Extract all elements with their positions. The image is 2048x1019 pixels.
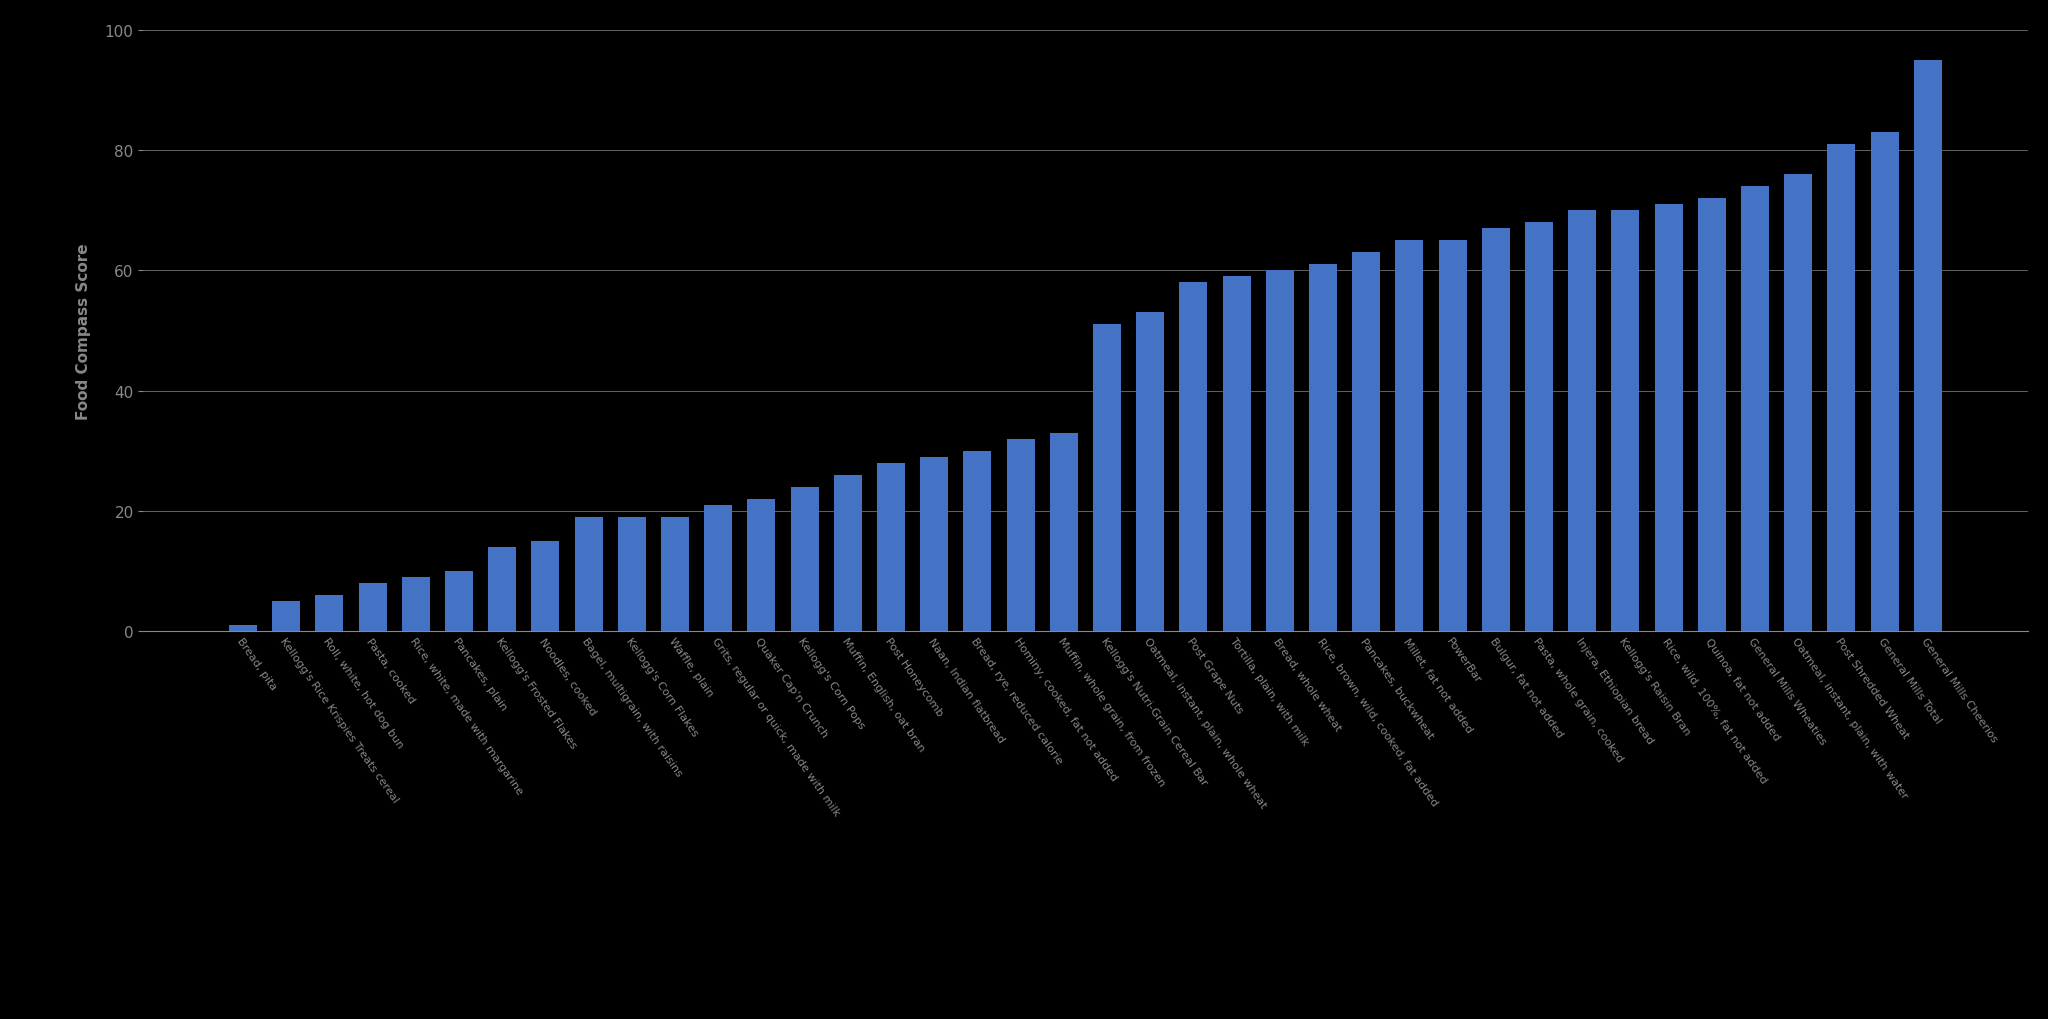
Bar: [1870, 132, 1898, 632]
Bar: [1137, 313, 1163, 632]
Bar: [487, 547, 516, 632]
Bar: [963, 451, 991, 632]
Bar: [1180, 283, 1208, 632]
Bar: [530, 542, 559, 632]
Bar: [791, 487, 819, 632]
Bar: [229, 626, 258, 632]
Bar: [315, 596, 344, 632]
Bar: [748, 499, 776, 632]
Bar: [1612, 211, 1640, 632]
Bar: [358, 584, 387, 632]
Bar: [1223, 277, 1251, 632]
Bar: [1655, 205, 1683, 632]
Bar: [1526, 223, 1552, 632]
Bar: [662, 518, 688, 632]
Bar: [1784, 175, 1812, 632]
Bar: [444, 572, 473, 632]
Bar: [401, 578, 430, 632]
Bar: [834, 476, 862, 632]
Bar: [1741, 186, 1769, 632]
Bar: [1051, 433, 1077, 632]
Bar: [1266, 271, 1294, 632]
Bar: [1395, 240, 1423, 632]
Bar: [1913, 60, 1942, 632]
Bar: [1569, 211, 1595, 632]
Bar: [1483, 229, 1509, 632]
Bar: [920, 458, 948, 632]
Bar: [1698, 199, 1726, 632]
Bar: [618, 518, 645, 632]
Y-axis label: Food Compass Score: Food Compass Score: [76, 243, 90, 420]
Bar: [705, 505, 733, 632]
Bar: [1352, 253, 1380, 632]
Bar: [1309, 265, 1337, 632]
Bar: [1094, 325, 1120, 632]
Bar: [877, 464, 905, 632]
Bar: [575, 518, 602, 632]
Bar: [1008, 439, 1034, 632]
Bar: [1827, 145, 1855, 632]
Bar: [1438, 240, 1466, 632]
Bar: [272, 601, 301, 632]
